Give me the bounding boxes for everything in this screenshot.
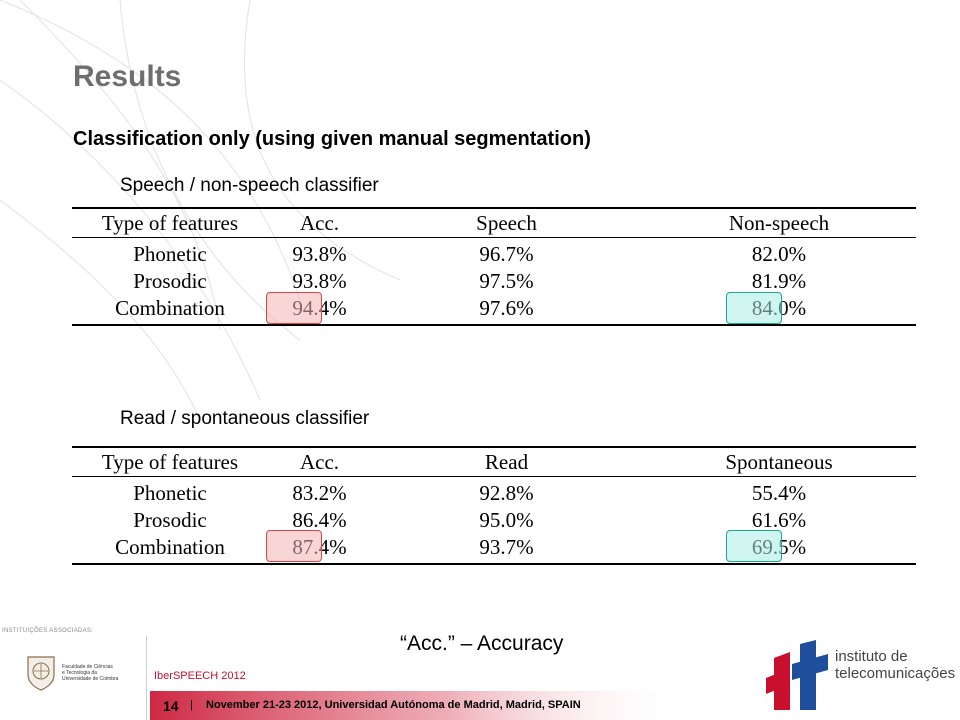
- table-row: Phonetic 93.8% 96.7% 82.0%: [72, 241, 916, 268]
- highlight-box-teal: [726, 292, 782, 324]
- table-cell: 95.0%: [479, 508, 534, 532]
- highlight-box-teal: [726, 530, 782, 562]
- table-2-label: Read / spontaneous classifier: [120, 408, 370, 429]
- footer-separator: |: [190, 699, 193, 711]
- speech-nonspeech-table: Type of features Acc. Speech Non-speech …: [72, 207, 916, 326]
- slide-subtitle: Classification only (using given manual …: [73, 128, 591, 150]
- table-cell: 93.7%: [479, 535, 534, 559]
- footer-bar: [150, 691, 690, 720]
- table-rule-top: [72, 207, 916, 209]
- table-row: Combination 87.4% 93.7% 69.5%: [72, 534, 916, 561]
- table-cell: 97.5%: [479, 269, 534, 293]
- table-cell: 97.6%: [479, 296, 534, 320]
- table-row: Prosodic 93.8% 97.5% 81.9%: [72, 268, 916, 295]
- table-row: Phonetic 83.2% 92.8% 55.4%: [72, 480, 916, 507]
- highlight-box-red: [266, 530, 322, 562]
- header-cell: Acc.: [299, 449, 340, 474]
- header-cell: Non-speech: [728, 210, 830, 235]
- page-number: 14: [163, 698, 179, 714]
- table-rule-mid: [72, 476, 916, 477]
- slide-title: Results: [73, 60, 182, 93]
- header-cell: Type of features: [101, 210, 239, 235]
- footer-event-text: November 21-23 2012, Universidad Autónom…: [206, 699, 581, 711]
- associated-institutions-label: INSTITUIÇÕES ASSOCIADAS:: [2, 628, 94, 634]
- table-header-row: Type of features Acc. Speech Non-speech: [72, 209, 916, 237]
- highlight-box-red: [266, 292, 322, 324]
- table-cell: Prosodic: [133, 269, 207, 293]
- table-cell: Combination: [115, 296, 225, 320]
- university-seal-logo: [27, 656, 55, 691]
- header-cell: Spontaneous: [725, 449, 833, 474]
- table-cell: Combination: [115, 535, 225, 559]
- table-cell: 93.8%: [292, 242, 347, 266]
- table-cell: 81.9%: [751, 269, 807, 293]
- table-cell: 61.6%: [751, 508, 807, 532]
- table-rule-bottom: [72, 563, 916, 565]
- table-1-label: Speech / non-speech classifier: [120, 175, 379, 196]
- table-cell: 96.7%: [479, 242, 534, 266]
- header-cell: Type of features: [101, 449, 239, 474]
- table-row: Prosodic 86.4% 95.0% 61.6%: [72, 507, 916, 534]
- table-cell: Phonetic: [133, 242, 207, 266]
- header-cell: Speech: [476, 210, 537, 235]
- read-spontaneous-table: Type of features Acc. Read Spontaneous P…: [72, 446, 916, 565]
- it-logo-text: instituto de telecomunicações: [835, 648, 956, 682]
- table-cell: 93.8%: [292, 269, 347, 293]
- table-cell: 82.0%: [751, 242, 807, 266]
- uc-faculty-text: Faculdade de Ciências e Tecnologia da Un…: [62, 664, 119, 682]
- footer-divider: [146, 636, 147, 720]
- table-header-row: Type of features Acc. Read Spontaneous: [72, 448, 916, 476]
- table-row: Combination 94.4% 97.6% 84.0%: [72, 295, 916, 322]
- table-cell: Prosodic: [133, 508, 207, 532]
- table-cell: 83.2%: [292, 481, 347, 505]
- table-rule-top: [72, 446, 916, 448]
- table-cell: 55.4%: [751, 481, 807, 505]
- table-cell: Phonetic: [133, 481, 207, 505]
- accuracy-note: “Acc.” – Accuracy: [400, 632, 564, 655]
- table-rule-mid: [72, 237, 916, 238]
- it-logo-icon: [766, 640, 828, 710]
- conference-name: IberSPEECH 2012: [154, 670, 246, 682]
- table-cell: 92.8%: [479, 481, 534, 505]
- table-cell: 86.4%: [292, 508, 347, 532]
- header-cell: Read: [484, 449, 529, 474]
- header-cell: Acc.: [299, 210, 340, 235]
- table-rule-bottom: [72, 324, 916, 326]
